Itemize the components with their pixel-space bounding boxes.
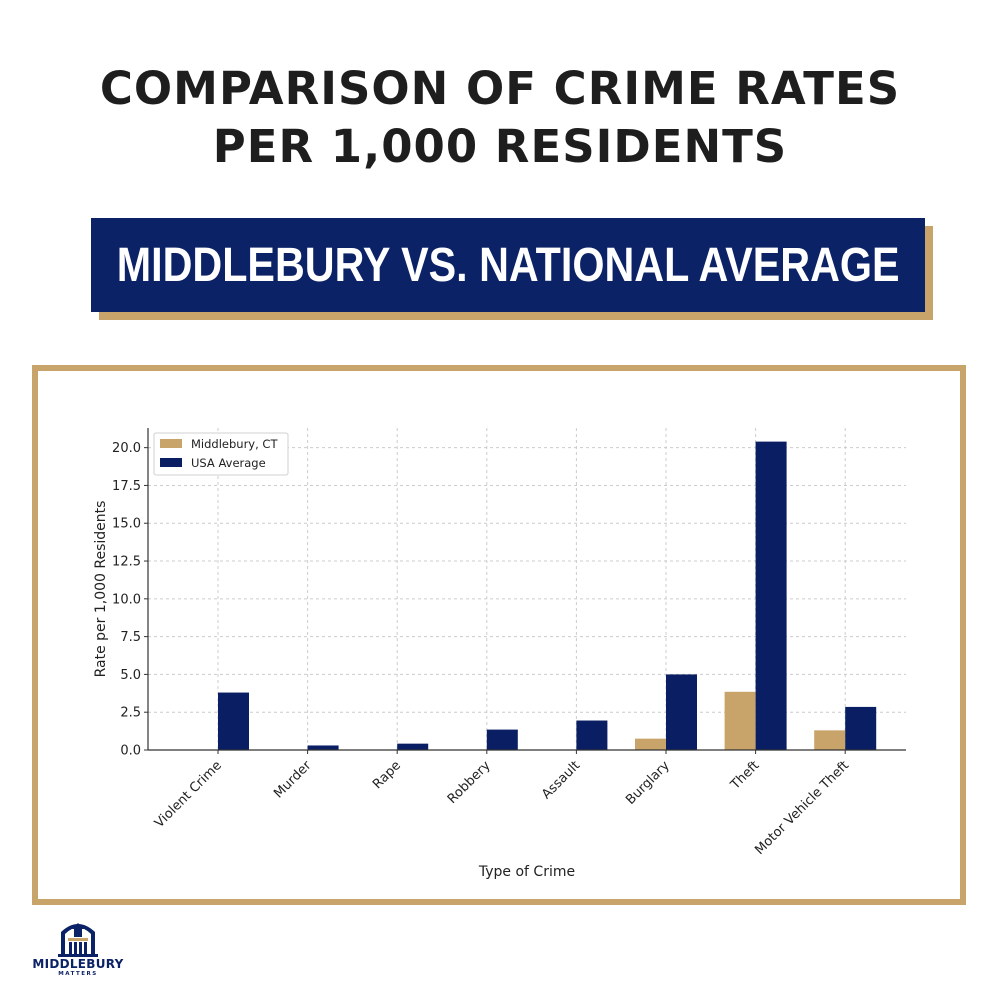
x-tick-label: Burglary (623, 758, 673, 808)
y-tick-label: 7.5 (120, 630, 141, 645)
legend-swatch (160, 439, 182, 448)
bar-chart: 0.0 2.5 5.0 7.5 10.0 12.5 15.0 17.5 20.0 Violent … (93, 428, 906, 880)
legend-swatch (160, 458, 182, 467)
y-tick-label: 0.0 (120, 744, 141, 759)
bar-usa (576, 720, 608, 750)
page-title: COMPARISON OF CRIME RATES PER 1,000 RESI… (0, 60, 1000, 176)
y-tick-label: 5.0 (120, 668, 141, 683)
logo-tagline: MATTERS (58, 971, 98, 977)
legend-label: Middlebury, CT (191, 437, 278, 451)
bar-usa (307, 745, 339, 750)
bar-usa (755, 441, 787, 750)
bar-usa (397, 743, 429, 750)
x-tick-label: Theft (727, 758, 762, 793)
subtitle-banner: MIDDLEBURY VS. NATIONAL AVERAGE (91, 218, 925, 312)
x-axis-label: Type of Crime (478, 864, 575, 880)
logo-name: MIDDLEBURY (32, 957, 124, 971)
bar-middlebury (724, 691, 756, 750)
bar-middlebury (814, 730, 846, 750)
x-tick-label: Motor Vehicle Theft (752, 758, 852, 858)
bar-usa (218, 692, 249, 750)
x-tick-label: Violent Crime (152, 758, 225, 831)
legend-box (153, 432, 289, 476)
bar-usa (486, 729, 518, 750)
town-hall-logo-icon (58, 923, 98, 957)
banner-text: MIDDLEBURY VS. NATIONAL AVERAGE (116, 238, 900, 292)
y-tick-label: 10.0 (112, 592, 141, 607)
y-axis-label: Rate per 1,000 Residents (93, 501, 109, 678)
x-tick-label: Rape (370, 758, 404, 792)
y-tick-label: 20.0 (112, 441, 141, 456)
y-tick-label: 17.5 (112, 479, 141, 494)
legend-label: USA Average (191, 456, 266, 470)
bar-middlebury (635, 738, 666, 750)
brand-logo: MIDDLEBURY MATTERS (28, 918, 128, 980)
x-tick-label: Assault (539, 758, 583, 802)
x-tick-label: Murder (271, 758, 315, 802)
title-line-1: COMPARISON OF CRIME RATES (99, 62, 901, 115)
y-tick-label: 12.5 (112, 555, 141, 570)
bar-usa (845, 706, 877, 750)
bar-usa (666, 674, 697, 750)
y-tick-label: 15.0 (112, 517, 141, 532)
title-line-2: PER 1,000 RESIDENTS (212, 120, 788, 173)
x-tick-label: Robbery (445, 758, 494, 807)
y-tick-label: 2.5 (120, 706, 141, 721)
chart-frame: 0.0 2.5 5.0 7.5 10.0 12.5 15.0 17.5 20.0 Violent … (32, 365, 966, 905)
